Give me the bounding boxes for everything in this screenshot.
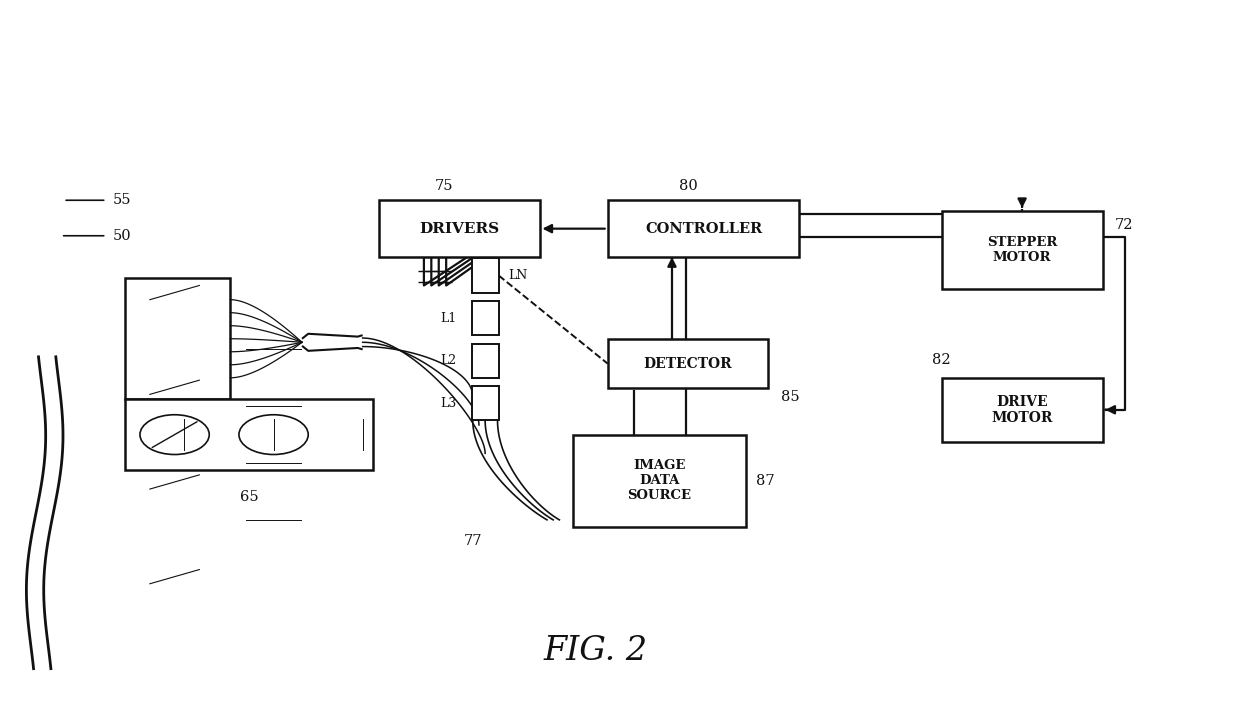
Bar [125, 278, 231, 399]
Text: LN: LN [508, 269, 528, 282]
Text: L3: L3 [440, 397, 456, 410]
Text: DETECTOR: DETECTOR [644, 356, 733, 371]
Text: 85: 85 [781, 390, 800, 404]
Text: IMAGE
DATA
SOURCE: IMAGE DATA SOURCE [627, 459, 692, 502]
Text: 50: 50 [113, 229, 131, 242]
Text: 72: 72 [1115, 218, 1133, 232]
Text: 82: 82 [932, 353, 951, 367]
Bar [941, 378, 1102, 442]
Text: L2: L2 [440, 354, 456, 367]
Text: STEPPER
MOTOR: STEPPER MOTOR [987, 236, 1058, 264]
Bar [471, 259, 498, 292]
Text: 65: 65 [239, 490, 258, 504]
Text: CONTROLLER: CONTROLLER [645, 222, 763, 236]
Text: 77: 77 [464, 534, 482, 548]
Text: 75: 75 [435, 179, 454, 193]
Bar [471, 301, 498, 335]
Bar [471, 386, 498, 421]
Text: 87: 87 [756, 474, 775, 488]
Bar [125, 399, 372, 470]
Bar [378, 200, 539, 257]
Bar [608, 339, 769, 389]
Circle shape [239, 415, 309, 454]
Circle shape [140, 415, 210, 454]
Text: FIG. 2: FIG. 2 [543, 635, 647, 667]
Bar [608, 200, 800, 257]
Bar [573, 435, 746, 527]
Text: DRIVERS: DRIVERS [419, 222, 500, 236]
Bar [941, 211, 1102, 289]
Text: 55: 55 [113, 193, 131, 207]
Text: DRIVE
MOTOR: DRIVE MOTOR [992, 395, 1053, 425]
Bar [471, 344, 498, 378]
Text: L1: L1 [440, 312, 456, 324]
Text: 80: 80 [678, 179, 697, 193]
